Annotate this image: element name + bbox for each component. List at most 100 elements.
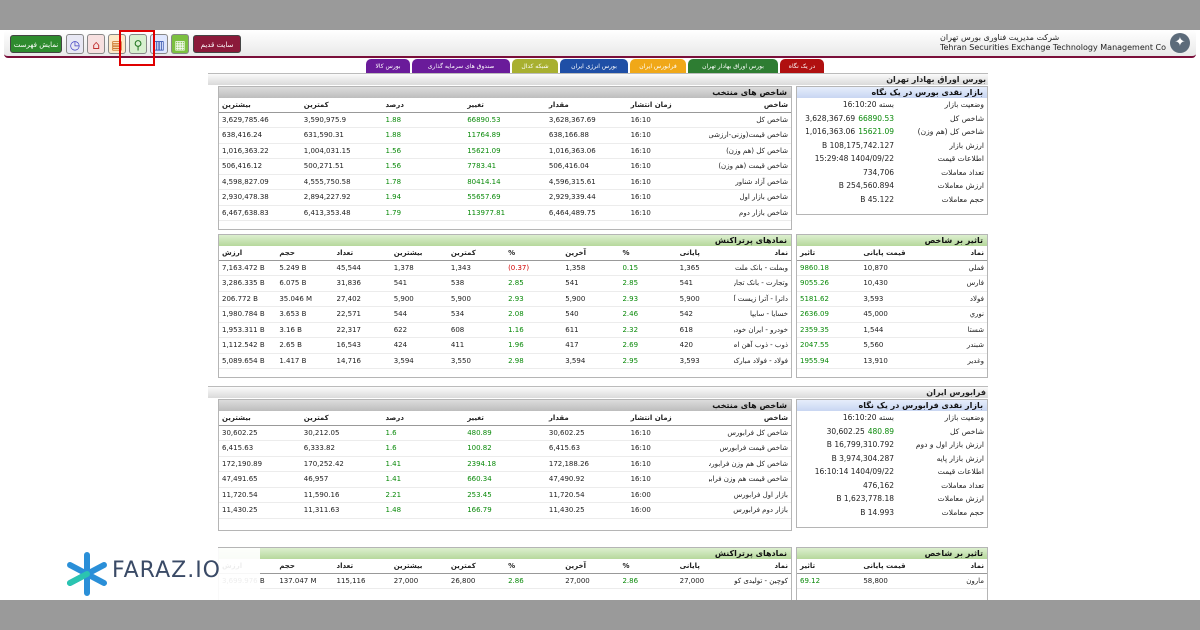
value-cell: 16:10 — [627, 456, 710, 472]
symbol-cell[interactable]: بازار اول فرابورس — [709, 487, 791, 503]
symbol-cell[interactable]: فولاد — [923, 291, 987, 307]
table-row[interactable]: وغدير 13,910 1955.94 — [797, 353, 987, 369]
tab-codal[interactable]: شبکه کدال — [512, 59, 558, 74]
symbol-cell[interactable]: شبندر — [923, 337, 987, 354]
home-icon[interactable]: ⌂ — [87, 34, 105, 54]
table-row[interactable]: بازار دوم فرابورس 16:00 11,430.25 166.79 1.4… — [219, 502, 791, 519]
table-row[interactable]: شاخص قیمت هم وزن فرابو...16:1047,490.926… — [219, 471, 791, 488]
value-cell: 2394.18 — [464, 456, 546, 472]
table-row[interactable]: شبندر 5,560 2047.55 — [797, 337, 987, 354]
table-row[interactable]: داترا - آترا زیست آرای5,9002.935,9002.93… — [219, 291, 791, 307]
symbol-cell[interactable]: شاخص قیمت (هم وزن) — [709, 158, 791, 175]
column-header: تاثیر — [797, 246, 861, 261]
symbol-cell[interactable]: وغدير — [923, 353, 987, 369]
table-row[interactable]: مارون 58,800 69.12 — [797, 573, 987, 589]
table-row[interactable]: شاخص آزاد شناور 16:10 4,596,315.61 80414.14… — [219, 174, 791, 190]
tab-commodity[interactable]: بورس کالا — [366, 59, 410, 74]
tab-at-a-glance[interactable]: در یک نگاه — [780, 59, 824, 74]
table-row[interactable]: شاخص بازار دوم 16:10 6,464,489.75 113977.81… — [219, 205, 791, 221]
table-row[interactable]: بازار اول فرابورس 16:00 11,720.54 253.45 2.2… — [219, 487, 791, 503]
table-row[interactable]: شاخص بازار اول 16:10 2,929,339.44 55657.69 1… — [219, 189, 791, 206]
value-cell: 1.78 — [382, 174, 465, 190]
table-row[interactable]: فملي 10,870 9860.18 — [797, 260, 987, 276]
table-row[interactable]: شاخص کل فرابورس 16:10 30,602.25 480.89 1.6 30… — [219, 425, 791, 441]
table-row[interactable]: وبملت - بانک ملت 1,365 0.15 1,358 (0.37) 1,34… — [219, 260, 791, 276]
clock-icon[interactable]: ◷ — [66, 34, 84, 54]
table-row[interactable]: کوچین - تولیدی کوچین27,0002.8627,0002.86… — [219, 573, 791, 589]
symbol-cell[interactable]: وتجارت - بانک تجارت — [733, 275, 791, 292]
column-header: بیشترین — [390, 246, 448, 261]
summary-row: اطلاعات قیمت 1404/09/22 16:10:14 — [797, 465, 987, 479]
symbol-cell[interactable]: شستا — [923, 322, 987, 338]
table-icon[interactable]: ▤ — [108, 34, 126, 54]
old-site-button[interactable]: سایت قدیم — [193, 35, 241, 53]
symbol-cell[interactable]: شاخص قیمت(وزنی-ارزشی) — [709, 127, 791, 144]
grid-icon[interactable]: ▦ — [171, 34, 189, 54]
symbol-cell[interactable]: شاخص قیمت هم وزن فرابو... — [709, 471, 791, 488]
tab-energy[interactable]: بورس انرژی ایران — [560, 59, 628, 74]
symbol-cell[interactable]: نوري — [923, 306, 987, 323]
table-row[interactable]: شاخص قیمت فرابورس 16:10 6,415.63 100.82 1.6 6… — [219, 440, 791, 457]
summary-value: 3,628,367.69 — [805, 113, 856, 123]
value-cell: 47,491.65 — [219, 471, 301, 488]
value-cell: 1.417 B — [276, 353, 334, 369]
table-row[interactable]: وتجارت - بانک تجارت5412.855412.855385413… — [219, 275, 791, 292]
symbol-cell[interactable]: فملي — [923, 260, 987, 276]
table-row[interactable]: نوري 45,000 2636.09 — [797, 306, 987, 323]
symbol-cell[interactable]: خسایا - سایپا — [733, 306, 791, 323]
table-row[interactable]: فارس 10,430 9055.26 — [797, 275, 987, 292]
symbol-cell[interactable]: شاخص کل فرابورس — [709, 425, 791, 441]
column-header: بیشترین — [219, 411, 301, 426]
table-row[interactable]: فولاد 3,593 5181.62 — [797, 291, 987, 307]
tab-funds[interactable]: صندوق های سرمایه گذاری — [412, 59, 510, 74]
header-row: شاخص زمان انتشار مقدار تغییر درصد کمترین بیشتر… — [219, 98, 791, 113]
value-cell: 16:10 — [627, 440, 710, 457]
value-cell: 55657.69 — [464, 189, 546, 206]
symbol-cell[interactable]: شاخص کل (هم وزن) — [709, 143, 791, 159]
symbol-cell[interactable]: فارس — [923, 275, 987, 292]
table-row[interactable]: شستا 1,544 2359.35 — [797, 322, 987, 338]
column-header: نماد — [923, 246, 987, 261]
value-cell: 542 — [676, 306, 734, 323]
table-row[interactable]: شاخص کل 16:10 3,628,367.69 66890.53 1.88 3,59… — [219, 112, 791, 128]
symbol-cell[interactable]: فولاد - فولاد مبارکه اصفهان — [733, 353, 791, 369]
table-row[interactable]: شاخص کل هم وزن فرابورس 16:10 172,188.26 239… — [219, 456, 791, 472]
column-header: بیشترین — [219, 98, 301, 113]
value-cell: 1,378 — [390, 260, 448, 276]
symbol-cell[interactable]: شاخص بازار دوم — [709, 205, 791, 221]
symbol-cell[interactable]: شاخص قیمت فرابورس — [709, 440, 791, 457]
value-cell: 4,596,315.61 — [545, 174, 628, 190]
symbol-cell[interactable]: بازار دوم فرابورس — [709, 502, 791, 519]
tab-tse[interactable]: بورس اوراق بهادار تهران — [688, 59, 778, 74]
symbol-cell[interactable]: مارون — [923, 573, 987, 589]
symbol-cell[interactable]: ذوب - ذوب آهن اصفهان — [733, 337, 791, 354]
symbol-cell[interactable]: کوچین - تولیدی کوچین — [733, 573, 791, 589]
symbol-cell[interactable]: شاخص کل — [709, 112, 791, 128]
value-cell: 480.89 — [464, 425, 546, 441]
symbol-cell[interactable]: شاخص آزاد شناور — [709, 174, 791, 190]
table-row[interactable]: شاخص قیمت(وزنی-ارزشی) 16:10 638,166.88 1176… — [219, 127, 791, 144]
value-cell: 541 — [390, 275, 448, 292]
show-list-button[interactable]: نمایش فهرست — [10, 35, 62, 53]
table-row[interactable]: خسایا - سایپا 542 2.46 540 2.08 534 544 22,571 3… — [219, 306, 791, 323]
value-cell: 27,000 — [562, 573, 620, 589]
table-row[interactable]: ذوب - ذوب آهن اصفهان4202.694171.96411424… — [219, 337, 791, 354]
symbol-cell[interactable]: وبملت - بانک ملت — [733, 260, 791, 276]
value-cell: 540 — [562, 306, 620, 323]
symbol-cell[interactable]: شاخص کل هم وزن فرابورس — [709, 456, 791, 472]
search-icon[interactable]: ⚲ — [129, 34, 147, 54]
summary-value: 1,016,363.06 — [805, 127, 856, 137]
table-row[interactable]: خودرو - ایران خودرو 618 2.32 611 1.16 608 622 2… — [219, 322, 791, 338]
value-cell: 11,720.54 — [545, 487, 628, 503]
table-row[interactable]: شاخص قیمت (هم وزن) 16:10 506,416.04 7783.41… — [219, 158, 791, 175]
tab-ifb[interactable]: فرابورس ایران — [630, 59, 686, 74]
summary-value: 45.122 B — [860, 194, 894, 204]
symbol-cell[interactable]: شاخص بازار اول — [709, 189, 791, 206]
symbol-cell[interactable]: داترا - آترا زیست آرای — [733, 291, 791, 307]
table-row[interactable]: فولاد - فولاد مبارکه اصفهان3,5932.953,59… — [219, 353, 791, 369]
value-cell: 27,000 — [390, 573, 448, 589]
tse-active-panel: نمادهای پرتراکنش نماد پایانی% آخرین% کمترین… — [218, 234, 792, 378]
table-row[interactable]: شاخص کل (هم وزن) 16:10 1,016,363.06 15621.0… — [219, 143, 791, 159]
value-cell: 2.93 — [619, 291, 677, 307]
symbol-cell[interactable]: خودرو - ایران خودرو — [733, 322, 791, 338]
